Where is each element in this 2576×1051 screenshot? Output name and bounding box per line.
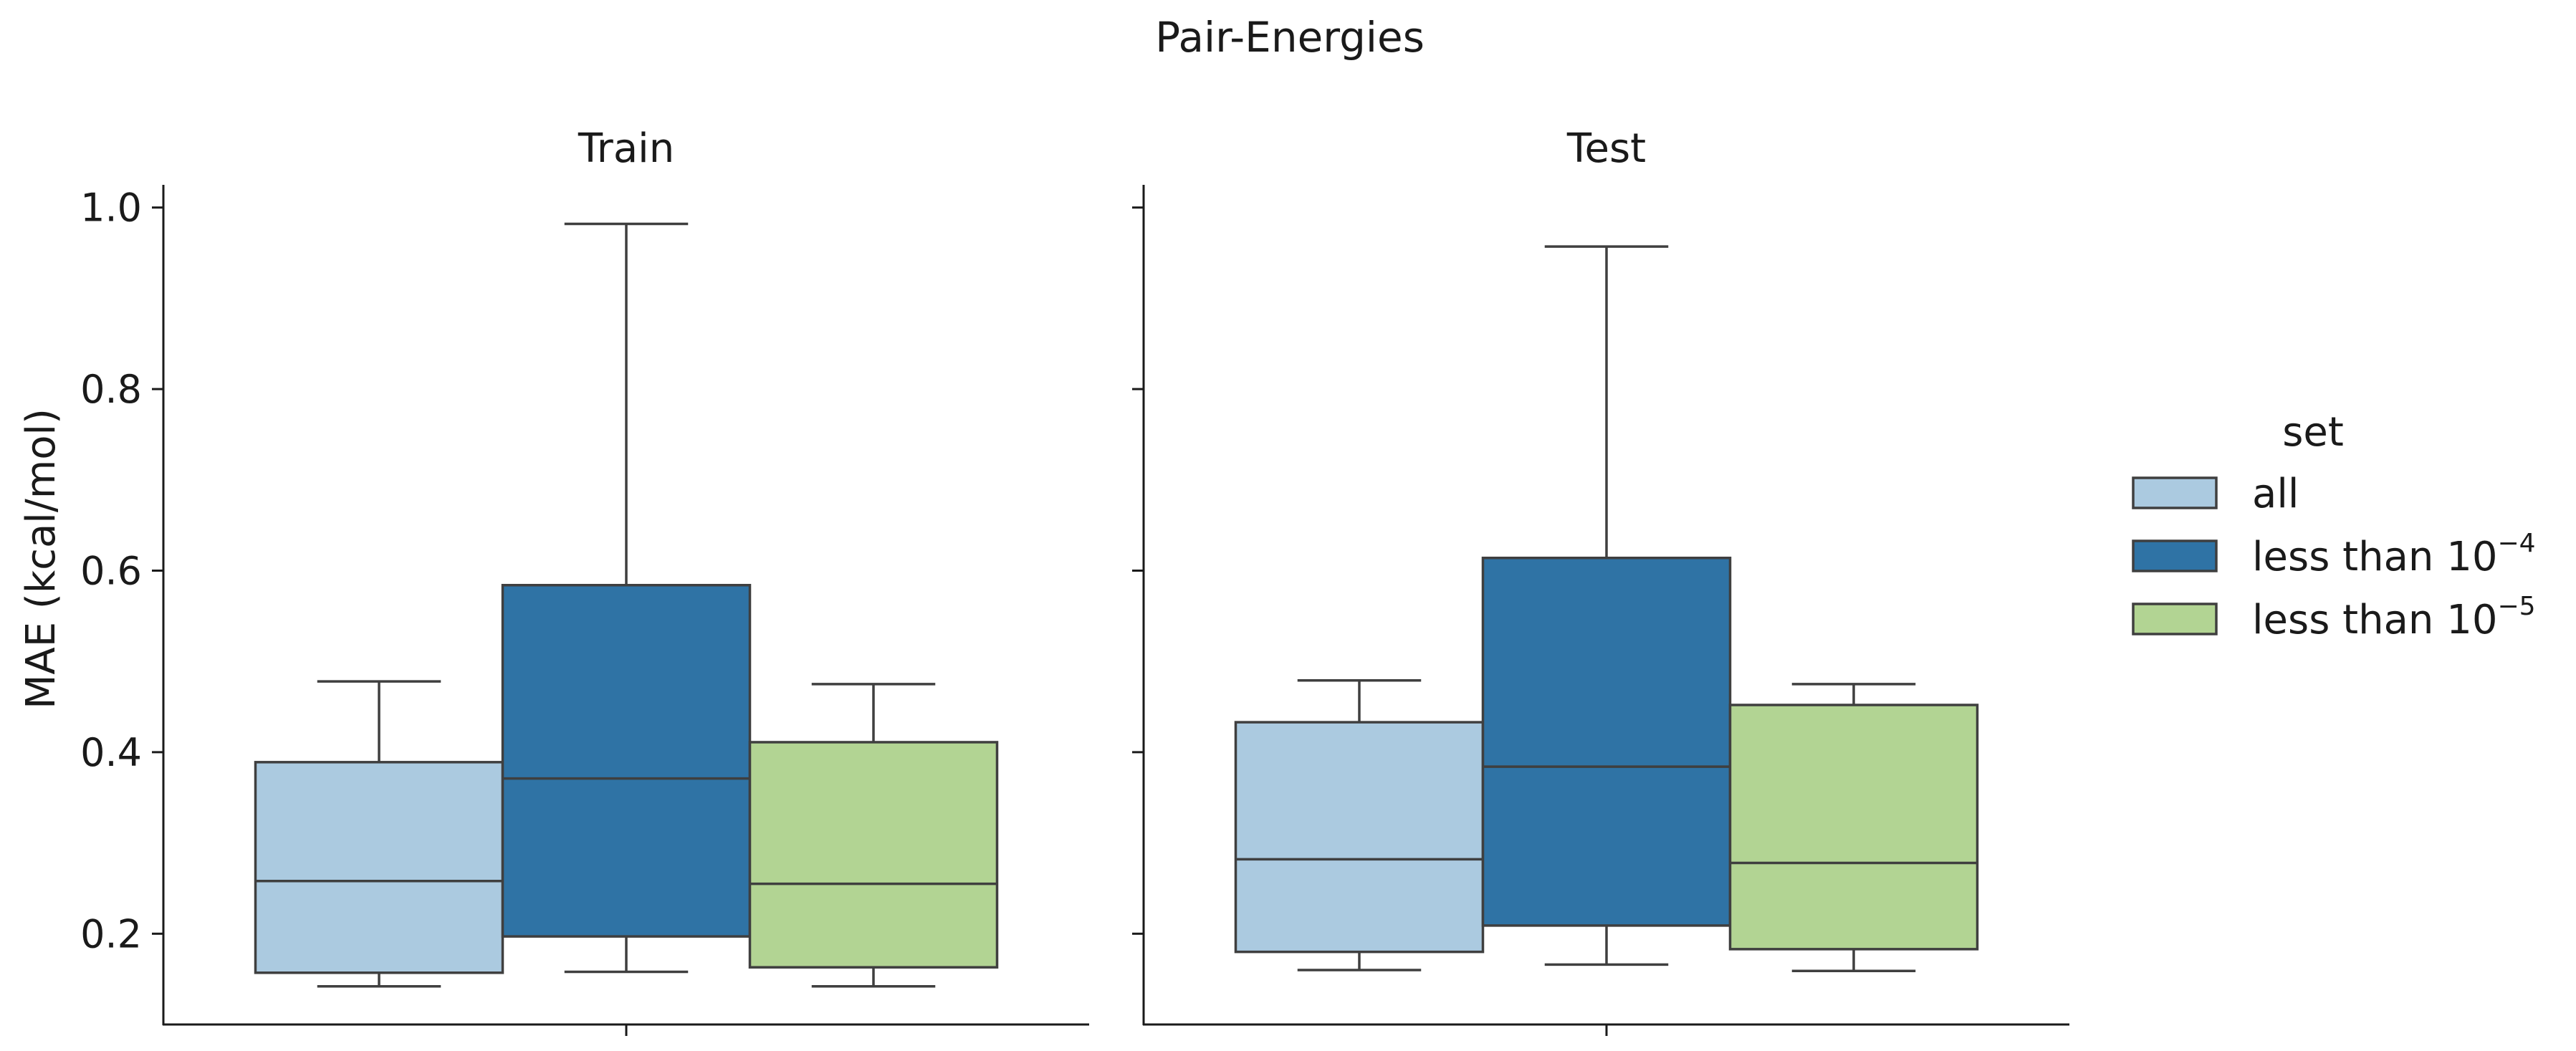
box-less-than-1e-4 <box>1481 245 1732 966</box>
legend-label: less than 10−4 <box>2252 529 2536 580</box>
y-tick-label: 0.6 <box>80 548 142 593</box>
box-iqr <box>1728 704 1979 951</box>
panel-test: Test <box>1132 125 2069 1036</box>
y-tick-label: 0.2 <box>80 911 142 956</box>
legend-swatch <box>2132 539 2218 572</box>
panels: Train 0.2 0.4 0.6 0.8 1.0 Test <box>80 125 2069 1036</box>
box-iqr <box>748 741 999 969</box>
legend-label-exponent: −5 <box>2497 592 2535 621</box>
legend-label-base: all <box>2252 471 2299 517</box>
legend-label: less than 10−5 <box>2252 592 2536 643</box>
legend-entry: all <box>2132 471 2299 517</box>
legend-label: all <box>2252 471 2299 517</box>
legend-entry: less than 10−4 <box>2132 529 2536 580</box>
box-iqr <box>501 584 752 938</box>
panel-train: Train 0.2 0.4 0.6 0.8 1.0 <box>80 125 1089 1036</box>
legend-swatch <box>2132 476 2218 509</box>
y-tick-label: 0.8 <box>80 367 142 412</box>
box-all <box>1234 679 1485 971</box>
box-iqr <box>254 761 504 974</box>
panel-title: Train <box>578 125 674 172</box>
y-tick-label: 0.4 <box>80 730 142 775</box>
panel-title: Test <box>1566 125 1646 172</box>
box-less-than-1e-5 <box>748 683 999 988</box>
legend-title: set <box>2282 409 2344 456</box>
box-iqr <box>1481 556 1732 927</box>
legend-label-exponent: −4 <box>2497 529 2535 558</box>
box-less-than-1e-4 <box>501 222 752 974</box>
legend-entry: less than 10−5 <box>2132 592 2536 643</box>
legend-label-base: less than 10 <box>2252 534 2497 580</box>
legend-label-base: less than 10 <box>2252 597 2497 643</box>
chart-title: Pair-Energies <box>1155 13 1425 62</box>
box-less-than-1e-5 <box>1728 683 1979 972</box>
y-axis-label: MAE (kcal/mol) <box>18 408 64 709</box>
y-tick-label: 1.0 <box>80 186 142 231</box>
legend-swatch <box>2132 603 2218 635</box>
box-all <box>254 680 504 988</box>
box-iqr <box>1234 721 1485 954</box>
